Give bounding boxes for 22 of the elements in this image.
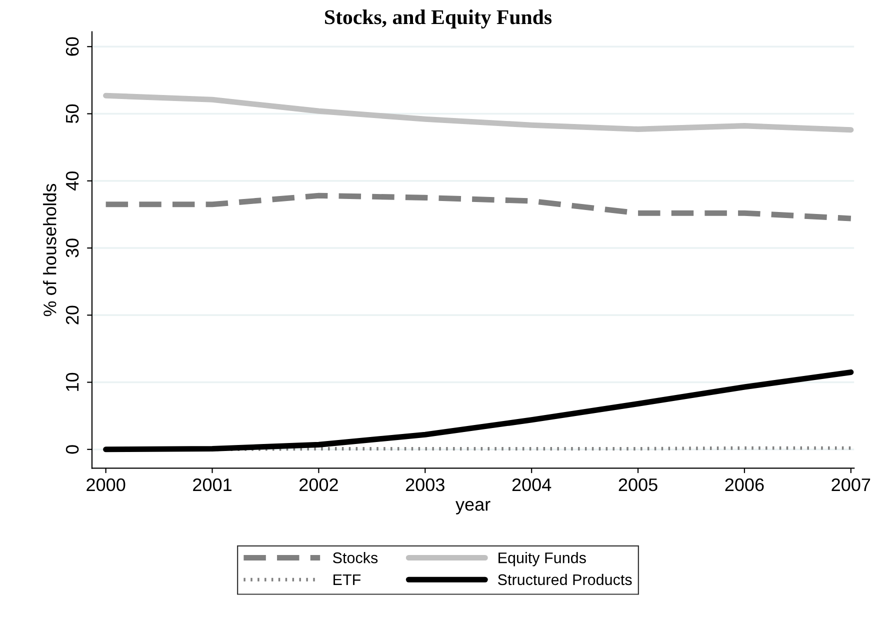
y-tick-label: 20 — [66, 306, 79, 324]
x-tick-label: 2004 — [512, 478, 552, 492]
x-tick-label: 2005 — [618, 478, 658, 492]
legend-label: Equity Funds — [498, 552, 586, 566]
x-tick-label: 2001 — [193, 478, 232, 492]
y-tick-label: 40 — [66, 172, 79, 191]
x-tick-label: 2000 — [86, 478, 126, 492]
y-tick-label: 10 — [66, 372, 79, 391]
x-tick-label: 2002 — [300, 478, 338, 492]
y-axis-title: % of households — [43, 184, 56, 316]
legend-label: Stocks — [332, 552, 378, 564]
y-tick-label: 50 — [66, 104, 79, 124]
x-axis-title: year — [456, 500, 490, 514]
legend-label: Structured Products — [498, 574, 632, 586]
y-tick-label: 30 — [66, 238, 79, 258]
y-tick-label: 0 — [66, 445, 79, 454]
y-tick-label: 60 — [66, 37, 79, 56]
x-tick-label: 2007 — [832, 478, 870, 492]
x-tick-label: 2006 — [725, 478, 764, 492]
chart-title: Stocks, and Equity Funds — [325, 10, 552, 29]
x-tick-label: 2003 — [406, 478, 444, 492]
legend-label: ETF — [334, 574, 361, 585]
